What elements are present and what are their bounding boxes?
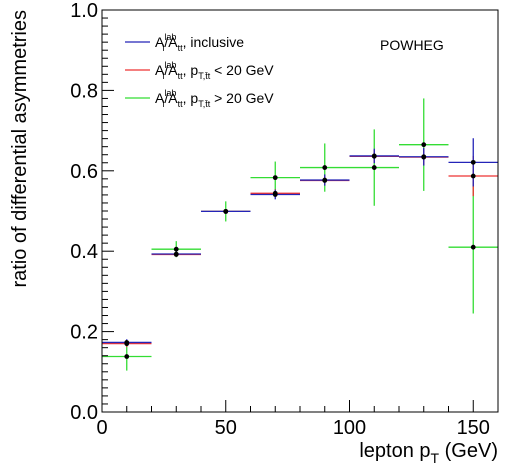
- legend-label-1: Alab l/Att, pT,t̄t < 20 GeV: [155, 60, 274, 81]
- series-0-point-4: [322, 177, 328, 183]
- series-2-point-7: [470, 244, 476, 250]
- series-1: [102, 149, 498, 347]
- y-tick-label-5: 1.0: [70, 0, 98, 22]
- series-0-point-0: [124, 340, 130, 345]
- series-2-point-5: [371, 165, 377, 170]
- series-0-point-1: [173, 251, 179, 257]
- series-0-point-3: [272, 192, 278, 197]
- series-2-point-3: [272, 175, 278, 181]
- series-0-point-2: [223, 209, 229, 214]
- series-0-point-5: [371, 153, 377, 159]
- series-2-point-0: [124, 354, 130, 359]
- y-tick-label-4: 0.8: [70, 80, 98, 102]
- annotation-powheg: POWHEG: [380, 37, 444, 53]
- series-2: [102, 98, 498, 371]
- y-tick-label-1: 0.2: [70, 322, 98, 344]
- x-tick-label-150: 150: [457, 417, 490, 439]
- series-0-point-7: [470, 159, 476, 165]
- x-axis-title: lepton pT (GeV): [359, 440, 498, 466]
- x-tick-label-100: 100: [333, 417, 366, 439]
- series-0: [102, 138, 498, 346]
- series-2-point-6: [421, 142, 427, 148]
- x-tick-label-0: 0: [96, 417, 107, 439]
- series-layer: [102, 98, 498, 371]
- y-tick-label-3: 0.6: [70, 161, 98, 183]
- x-tick-label-50: 50: [215, 417, 237, 439]
- y-axis-title: ratio of differential asymmetries: [9, 10, 31, 288]
- legend-label-0: Alab l/Att, inclusive: [155, 32, 244, 53]
- legend: Alab l/Att, inclusive Alab l/Att, pT,t̄t < …: [125, 32, 274, 109]
- y-tick-label-0: 0.0: [70, 402, 98, 424]
- axes-layer: 0 50 100 150 0.0 0.2 0.4 0.6 0.8 1.0 lepton pT (Ge…: [9, 0, 499, 466]
- series-2-point-1: [173, 246, 179, 252]
- series-0-point-6: [421, 154, 427, 160]
- series-1-point-7: [470, 173, 476, 179]
- legend-label-2: Alab l/Att, pT,t̄t > 20 GeV: [155, 88, 274, 109]
- series-2-point-4: [322, 165, 328, 170]
- y-tick-label-2: 0.4: [70, 241, 98, 263]
